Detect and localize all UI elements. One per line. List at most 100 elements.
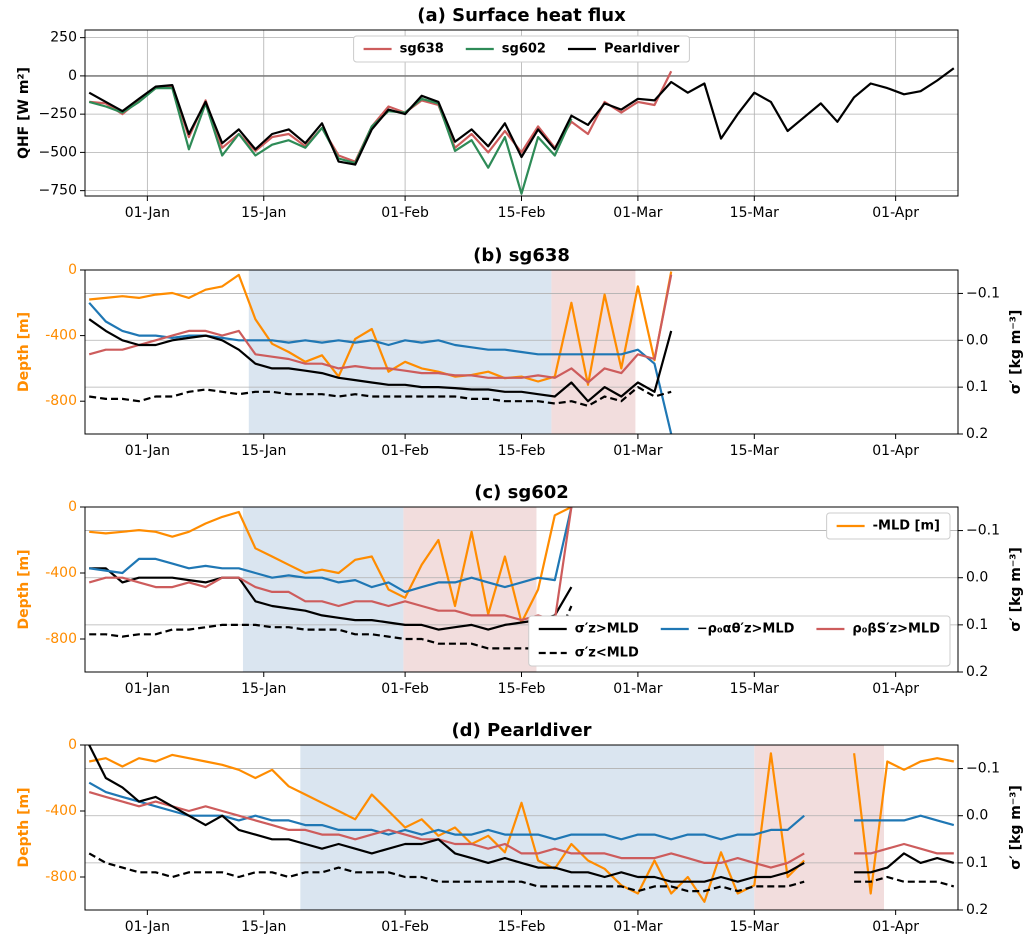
y2-axis-label: σ′ [kg m⁻³]	[1008, 785, 1024, 870]
series-line	[89, 507, 573, 593]
x-tick-label: 01-Apr	[872, 205, 919, 221]
legend-label: −ρ₀αθ′z>MLD	[697, 622, 795, 637]
x-tick-label: 01-Apr	[872, 919, 919, 935]
series-line	[88, 302, 673, 434]
y2-tick-label: −0.1	[966, 523, 1000, 539]
y-tick-label: 250	[50, 30, 77, 46]
y2-tick-label: 0.0	[966, 570, 988, 586]
y-tick-label: −250	[39, 106, 77, 122]
x-tick-label: 01-Apr	[872, 681, 919, 697]
series-line	[88, 318, 673, 403]
legend-box	[353, 35, 690, 63]
x-tick-label: 01-Mar	[613, 443, 663, 459]
y-tick-label: 0	[68, 737, 77, 753]
x-tick-label: 01-Mar	[613, 205, 663, 221]
y2-tick-label: 0.2	[966, 426, 988, 442]
y-tick-label: 0	[68, 262, 77, 278]
legend-label: sg602	[502, 42, 546, 57]
legend: σ′z>MLD −ρ₀αθ′z>MLD ρ₀βS′z>MLD σ′z<MLD	[528, 615, 951, 667]
y-tick-label: -400	[45, 328, 77, 344]
y-axis-label: Depth [m]	[16, 787, 32, 867]
y-tick-label: -400	[45, 565, 77, 581]
x-tick-label: 01-Feb	[381, 443, 429, 459]
y-tick-label: -800	[45, 869, 77, 885]
x-tick-label: 15-Mar	[730, 443, 780, 459]
x-tick-label: 15-Jan	[241, 443, 286, 459]
panel-title: (c) sg602	[474, 482, 569, 503]
y2-tick-label: 0.1	[966, 855, 988, 871]
y-tick-label: -800	[45, 393, 77, 409]
x-tick-label: 01-Feb	[381, 681, 429, 697]
x-tick-label: 15-Jan	[241, 205, 286, 221]
series-line	[89, 507, 572, 624]
legend-label: σ′z>MLD	[575, 622, 639, 637]
y-tick-label: 0	[68, 68, 77, 84]
y2-axis-label: σ′ [kg m⁻³]	[1008, 310, 1024, 395]
series-line	[88, 507, 573, 622]
y-axis-label: Depth [m]	[16, 312, 32, 392]
x-tick-label: 01-Jan	[125, 205, 170, 221]
y-tick-label: -800	[45, 631, 77, 647]
x-tick-label: 15-Jan	[241, 681, 286, 697]
y-axis-label: Depth [m]	[16, 549, 32, 629]
legend-box	[826, 512, 951, 540]
series-line	[89, 605, 573, 650]
legend-label: -MLD [m]	[873, 519, 940, 534]
shaded-span	[300, 745, 755, 910]
series-line	[88, 852, 955, 893]
y-tick-label: 0	[68, 499, 77, 515]
panel	[85, 30, 958, 196]
x-tick-label: 01-Mar	[613, 919, 663, 935]
series-line	[89, 567, 573, 631]
x-tick-label: 15-Mar	[730, 681, 780, 697]
series-line	[88, 781, 955, 841]
y2-tick-label: 0.2	[966, 664, 988, 680]
y2-tick-label: 0.0	[966, 808, 988, 824]
legend-label: σ′z<MLD	[575, 646, 639, 661]
x-tick-label: 15-Feb	[498, 443, 546, 459]
x-tick-label: 01-Jan	[125, 443, 170, 459]
panel	[85, 507, 958, 672]
panel-title: (b) sg638	[473, 245, 570, 266]
series-line	[89, 70, 673, 163]
panel	[85, 270, 958, 434]
x-tick-label: 01-Jan	[125, 681, 170, 697]
shaded-span	[403, 507, 537, 672]
x-tick-label: 15-Jan	[241, 919, 286, 935]
x-tick-label: 01-Jan	[125, 919, 170, 935]
panel-title: (a) Surface heat flux	[417, 5, 626, 26]
series-line	[88, 791, 954, 869]
y2-tick-label: 0.0	[966, 332, 988, 348]
y2-tick-label: −0.1	[966, 285, 1000, 301]
y-tick-label: -400	[45, 803, 77, 819]
series-line	[89, 271, 673, 386]
x-tick-label: 01-Apr	[872, 443, 919, 459]
x-tick-label: 01-Feb	[381, 205, 429, 221]
legend: sg638 sg602 Pearldiver	[353, 35, 690, 63]
y2-axis-label: σ′ [kg m⁻³]	[1008, 547, 1024, 632]
series-line	[88, 274, 673, 384]
y2-tick-label: −0.1	[966, 761, 1000, 777]
legend-label: Pearldiver	[604, 42, 680, 57]
x-tick-label: 15-Mar	[730, 919, 780, 935]
x-tick-label: 15-Feb	[498, 205, 546, 221]
x-tick-label: 01-Mar	[613, 681, 663, 697]
series-line	[88, 67, 955, 166]
legend: -MLD [m]	[826, 512, 951, 540]
legend-label: sg638	[400, 42, 444, 57]
panel	[85, 745, 958, 910]
y2-tick-label: 0.1	[966, 617, 988, 633]
x-tick-label: 15-Feb	[498, 919, 546, 935]
shaded-span	[242, 507, 404, 672]
shaded-span	[248, 270, 552, 434]
y2-tick-label: 0.2	[966, 902, 988, 918]
y-tick-label: −750	[39, 183, 77, 199]
x-tick-label: 15-Feb	[498, 681, 546, 697]
y-tick-label: −500	[39, 144, 77, 160]
panel-title: (d) Pearldiver	[451, 720, 591, 741]
x-tick-label: 01-Feb	[381, 919, 429, 935]
legend-box	[528, 615, 951, 667]
series-line	[89, 386, 672, 407]
legend-label: ρ₀βS′z>MLD	[852, 622, 940, 637]
